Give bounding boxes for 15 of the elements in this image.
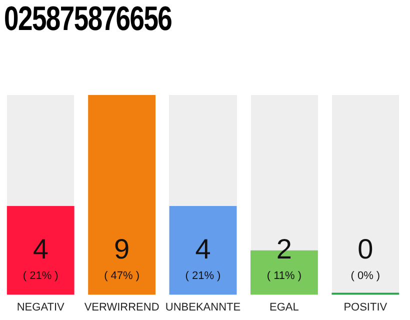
x-tick-label: EGAL — [270, 301, 299, 314]
x-tick-label: POSITIV — [344, 301, 388, 314]
annotation: ( 0% ) — [350, 270, 380, 282]
annotation: ( 47% ) — [104, 270, 140, 282]
data-label: 4 — [195, 234, 211, 265]
annotation: ( 21% ) — [22, 270, 58, 282]
annotation: ( 21% ) — [185, 270, 221, 282]
x-tick-label: UNBEKANNTE — [165, 301, 241, 314]
x-tick-label: NEGATIV — [16, 301, 65, 314]
x-tick-label: VERWIRREND — [84, 301, 160, 314]
data-label: 9 — [114, 234, 130, 265]
annotation: ( 11% ) — [266, 270, 302, 282]
data-label: 0 — [358, 234, 374, 265]
data-label: 4 — [32, 234, 48, 265]
chart-title: 025875876656 — [4, 0, 172, 39]
